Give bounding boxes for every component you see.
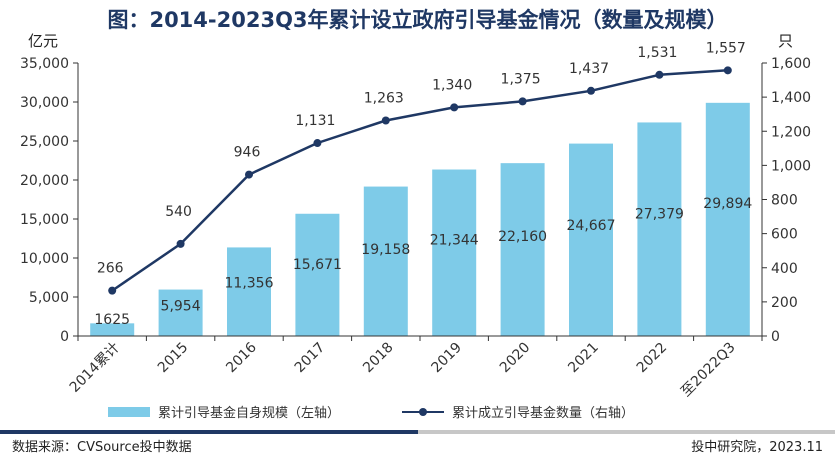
right-tick-label: 400 [771, 261, 798, 277]
footer-credit: 投中研究院，2023.11 [691, 440, 823, 455]
x-tick-label: 2016 [223, 339, 260, 376]
x-tick-label: 2014累计 [67, 340, 123, 396]
right-tick-label: 0 [771, 329, 780, 345]
x-tick-label: 2015 [155, 340, 192, 377]
bar-2016 [227, 247, 271, 336]
right-tick-label: 600 [771, 227, 798, 243]
x-tick-label: 2017 [292, 340, 329, 377]
legend-item-line: 累计成立引导基金数量（右轴） [402, 402, 634, 421]
bar-data-label: 24,667 [567, 218, 616, 234]
bar-2020 [500, 163, 545, 336]
line-data-label: 1,375 [501, 71, 541, 87]
line-point-2022 [655, 70, 664, 79]
line-point-2020 [518, 97, 527, 106]
footer-rule-dark [0, 430, 418, 434]
bar-2015 [158, 289, 203, 336]
right-tick-label: 800 [771, 193, 798, 209]
right-tick-label: 200 [771, 295, 798, 311]
footer-rule-light [418, 430, 835, 434]
line-data-label: 266 [97, 261, 124, 277]
right-tick-label: 1,200 [771, 124, 811, 140]
left-tick-label: 15,000 [20, 212, 69, 228]
bar-data-label: 22,160 [498, 229, 547, 245]
x-tick-label: 2019 [429, 340, 466, 377]
line-point-至2022Q3 [723, 66, 732, 75]
left-tick-label: 20,000 [20, 173, 69, 189]
legend-line-label: 累计成立引导基金数量（右轴） [452, 406, 635, 421]
bar-data-label: 19,158 [361, 242, 410, 258]
line-series-count [111, 69, 728, 292]
bar-2014累计 [90, 323, 135, 336]
line-point-2017 [313, 139, 322, 148]
x-tick-label: 2018 [360, 340, 397, 377]
x-tick-label: 2022 [634, 340, 671, 377]
left-tick-label: 30,000 [20, 95, 69, 111]
bar-至2022Q3 [705, 102, 750, 336]
chart-title: 图：2014-2023Q3年累计设立政府引导基金情况（数量及规模） [107, 8, 728, 32]
left-tick-label: 35,000 [20, 56, 69, 72]
legend: 累计引导基金自身规模（左轴） 累计成立引导基金数量（右轴） [0, 402, 835, 422]
line-data-label: 1,131 [295, 113, 335, 129]
line-point-2021 [587, 86, 595, 95]
line-data-label: 1,531 [637, 45, 677, 61]
line-data-label: 1,340 [432, 77, 472, 93]
legend-bar-label: 累计引导基金自身规模（左轴） [158, 406, 341, 421]
legend-line-swatch [402, 407, 444, 417]
bar-2018 [363, 186, 408, 336]
line-point-2018 [381, 116, 390, 125]
line-data-label: 1,263 [364, 91, 404, 107]
x-tick-label: 至2022Q3 [678, 340, 739, 401]
bar-data-label: 11,356 [225, 275, 274, 291]
line-data-label: 540 [165, 204, 192, 220]
data-source: 数据来源：CVSource投中数据 [12, 440, 192, 455]
left-tick-label: 10,000 [20, 251, 69, 267]
bar-data-label: 29,894 [703, 196, 752, 212]
legend-item-bar: 累计引导基金自身规模（左轴） [108, 402, 340, 421]
bar-2022 [637, 122, 682, 336]
line-point-2019 [450, 103, 459, 112]
bar-data-label: 27,379 [635, 207, 684, 223]
line-point-2015 [176, 239, 185, 248]
line-point-2016 [245, 170, 253, 179]
line-data-label: 1,557 [706, 40, 746, 56]
left-tick-label: 25,000 [20, 134, 69, 150]
bar-2021 [569, 143, 613, 336]
bar-2017 [295, 213, 340, 336]
left-tick-label: 5,000 [29, 290, 69, 306]
line-data-label: 1,437 [569, 61, 609, 77]
bar-data-label: 21,344 [430, 232, 479, 248]
bar-2019 [432, 169, 477, 336]
right-tick-label: 1,000 [771, 158, 811, 174]
bar-data-label: 5,954 [161, 298, 201, 314]
right-tick-label: 1,600 [771, 56, 811, 72]
right-axis-unit: 只 [778, 32, 794, 50]
left-axis-unit: 亿元 [28, 32, 59, 50]
bar-data-label: 15,671 [293, 257, 342, 273]
x-tick-label: 2021 [565, 340, 602, 377]
legend-bar-swatch [108, 406, 150, 417]
line-point-2014累计 [108, 286, 117, 295]
bar-data-label: 1625 [94, 312, 130, 328]
line-data-label: 946 [234, 145, 261, 161]
left-tick-label: 0 [60, 329, 69, 345]
x-tick-label: 2020 [497, 340, 534, 377]
right-tick-label: 1,400 [771, 90, 811, 106]
